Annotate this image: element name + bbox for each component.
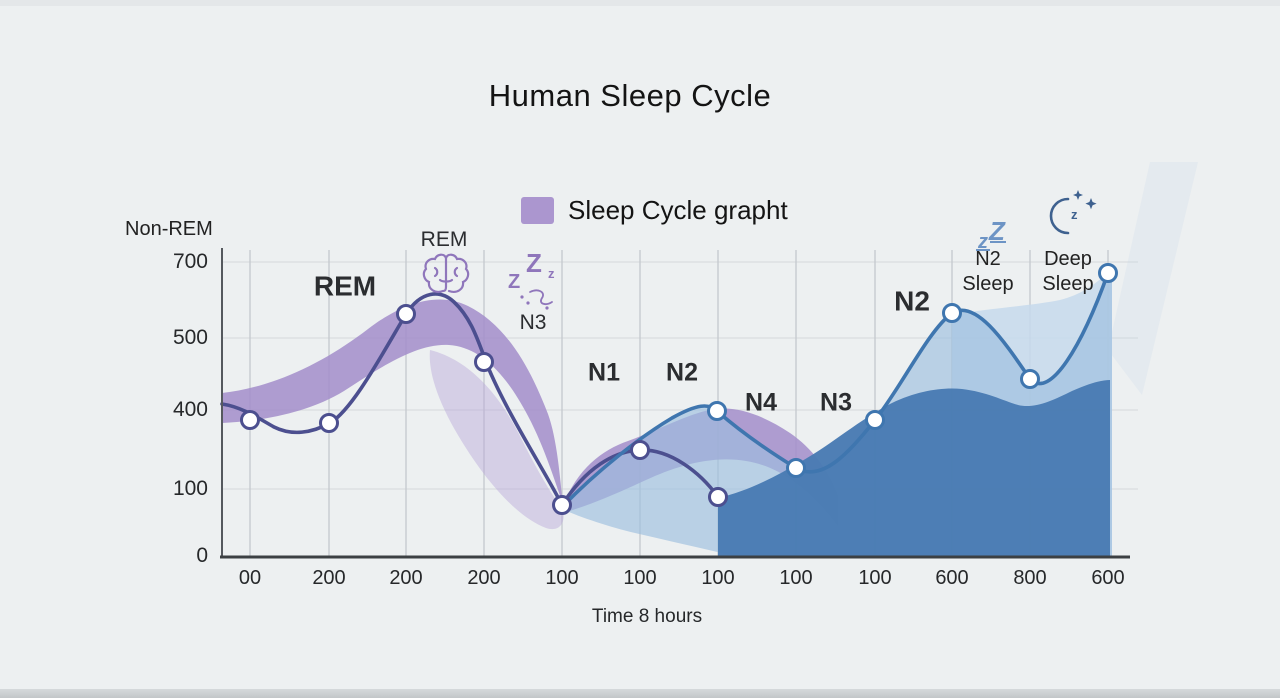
legend-swatch — [521, 197, 554, 224]
x-tick-4: 200 — [467, 567, 501, 589]
purple-underlay — [429, 350, 564, 530]
stage-label-rem-big: REM — [313, 270, 377, 302]
bottom-edge-strip — [0, 689, 1280, 698]
dark-blue-area — [718, 380, 1110, 556]
x-tick-8: 100 — [779, 567, 813, 589]
x-tick-5: 100 — [545, 567, 579, 589]
x-tick-9: 100 — [858, 567, 892, 589]
x-tick-1: 00 — [238, 567, 262, 589]
svg-text:Z: Z — [526, 248, 542, 278]
stage-label-deep-sleep: Deep Sleep — [1042, 248, 1094, 295]
deep-sleep-line-markers — [707, 263, 1118, 478]
top-edge-strip — [0, 0, 1280, 6]
stage-label-n4: N4 — [745, 388, 777, 417]
y-axis-title: Non-REM — [125, 218, 213, 240]
svg-text:z: z — [977, 231, 988, 253]
moon-icon: z — [1049, 190, 1097, 235]
x-tick-7: 100 — [701, 567, 735, 589]
y-tick-500: 500 — [172, 326, 208, 349]
page-title: Human Sleep Cycle — [488, 78, 772, 113]
svg-text:Z: Z — [988, 216, 1006, 246]
stage-label-n2-mid: N2 — [666, 358, 698, 387]
axes — [220, 248, 1130, 559]
stage-label-n2-big: N2 — [894, 285, 930, 317]
x-tick-12: 600 — [1091, 567, 1125, 589]
rem-line-markers — [240, 304, 728, 515]
rem-purple-band — [222, 299, 838, 526]
svg-text:Z: Z — [508, 271, 520, 293]
brain-icon — [422, 253, 470, 293]
stage-label-n2-sleep: N2 Sleep — [962, 248, 1014, 295]
y-tick-400: 400 — [172, 398, 208, 421]
legend-label: Sleep Cycle grapht — [568, 195, 788, 225]
sleep-scribble-icon: Z Z z — [508, 248, 555, 310]
x-tick-3: 200 — [389, 567, 423, 589]
chart-legend: Sleep Cycle grapht — [521, 195, 788, 226]
stage-label-n3-small: N3 — [519, 310, 547, 334]
stage-label-rem-small: REM — [420, 227, 468, 251]
x-axis-title: Time 8 hours — [591, 606, 703, 627]
x-tick-10: 600 — [935, 567, 969, 589]
stage-label-n3-mid: N3 — [820, 388, 852, 417]
stage-label-n1: N1 — [588, 358, 620, 387]
x-tick-11: 800 — [1013, 567, 1047, 589]
x-tick-6: 100 — [623, 567, 657, 589]
zzz-icon: z Z — [976, 216, 1006, 253]
y-tick-100: 100 — [172, 477, 208, 500]
pale-topright-wedge — [1108, 162, 1198, 395]
y-tick-0: 0 — [196, 544, 208, 567]
svg-text:z: z — [548, 266, 555, 281]
svg-text:z: z — [1071, 207, 1078, 222]
x-tick-2: 200 — [312, 567, 346, 589]
y-tick-700: 700 — [172, 250, 208, 273]
